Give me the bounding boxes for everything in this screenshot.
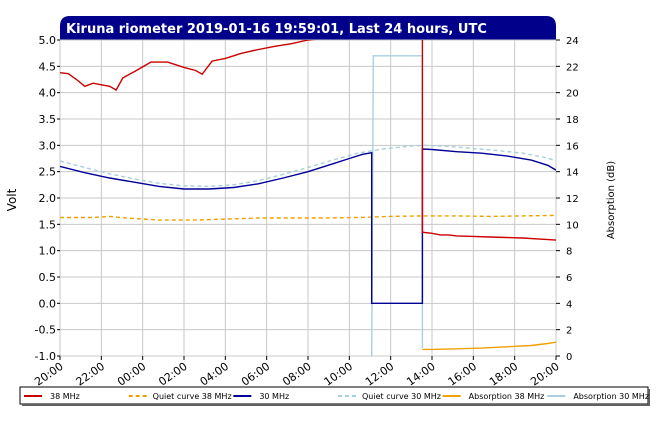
x-tick-label: 02:00 [156,360,189,389]
x-axis: 20:00 22:00 00:00 02:00 04:00 06:00 08:00 10:00… [32,356,562,389]
y-tick-label: 4.5 [39,60,57,73]
legend-label: Quiet curve 30 MHz [362,392,441,401]
x-tick-label: 16:00 [446,360,479,389]
y-tick-label: -1.0 [35,350,56,363]
y2-tick-label: 16 [566,141,579,152]
x-tick-label: 20:00 [32,360,65,389]
legend-label: Absorption 30 MHz [573,392,649,401]
y2-axis-label: Absorption (dB) [606,161,617,239]
grid [59,39,557,357]
y2-tick-label: 24 [566,36,579,47]
y-tick-label: 3.0 [39,139,57,152]
y-tick-label: 0.5 [39,271,57,284]
series-38-mhz [60,40,556,241]
legend: 38 MHz Quiet curve 38 MHz 30 MHz Quiet curv… [24,392,649,401]
y-axis-label: Volt [5,188,19,211]
y-tick-label: 0.0 [39,297,57,310]
legend-label: 38 MHz [50,392,80,401]
x-tick-label: 22:00 [74,360,107,389]
y2-tick-label: 4 [566,299,572,310]
x-tick-label: 06:00 [239,360,272,389]
y2-tick-label: 8 [566,247,572,258]
x-tick-label: 08:00 [280,360,313,389]
y2-tick-label: 2 [566,326,572,337]
y2-tick-label: 22 [566,62,579,73]
x-tick-label: 04:00 [198,360,231,389]
y2-tick-label: 0 [566,352,572,363]
y-tick-label: 4.0 [39,87,57,100]
series-quiet-curve-38-mhz [60,214,556,221]
y2-tick-label: 12 [566,194,579,205]
series-group [60,40,556,356]
y-tick-label: 5.0 [39,34,57,47]
x-tick-label: 14:00 [404,360,437,389]
chart-title: Kiruna riometer 2019-01-16 19:59:01, Las… [66,22,487,37]
x-tick-label: 10:00 [322,360,355,389]
legend-shadow [648,389,650,406]
y-axis-left: 5.0 4.5 4.0 3.5 3.0 2.5 2.0 1.5 1.0 0.5 0.0 -0.5 -1.… [35,34,60,363]
y-tick-label: 2.0 [39,192,57,205]
y2-tick-label: 10 [566,220,579,231]
y-tick-label: 1.0 [39,245,57,258]
series-absorption-38-mhz [422,341,556,351]
y-tick-label: 2.5 [39,166,57,179]
title-bar [60,16,556,40]
y-tick-label: 1.5 [39,218,57,231]
y2-tick-label: 20 [566,89,579,100]
legend-label: Quiet curve 38 MHz [153,392,232,401]
legend-label: 30 MHz [259,392,289,401]
x-tick-label: 12:00 [363,360,396,389]
x-tick-label: 20:00 [528,360,561,389]
y-tick-label: 3.5 [39,113,57,126]
y2-tick-label: 6 [566,273,572,284]
y2-tick-label: 18 [566,115,579,126]
y2-tick-label: 14 [566,168,579,179]
y-tick-label: -0.5 [35,324,56,337]
x-tick-label: 00:00 [115,360,148,389]
series-30-mhz [60,148,556,304]
legend-label: Absorption 38 MHz [469,392,545,401]
x-tick-label: 18:00 [487,360,520,389]
legend-shadow-bottom [22,404,650,406]
